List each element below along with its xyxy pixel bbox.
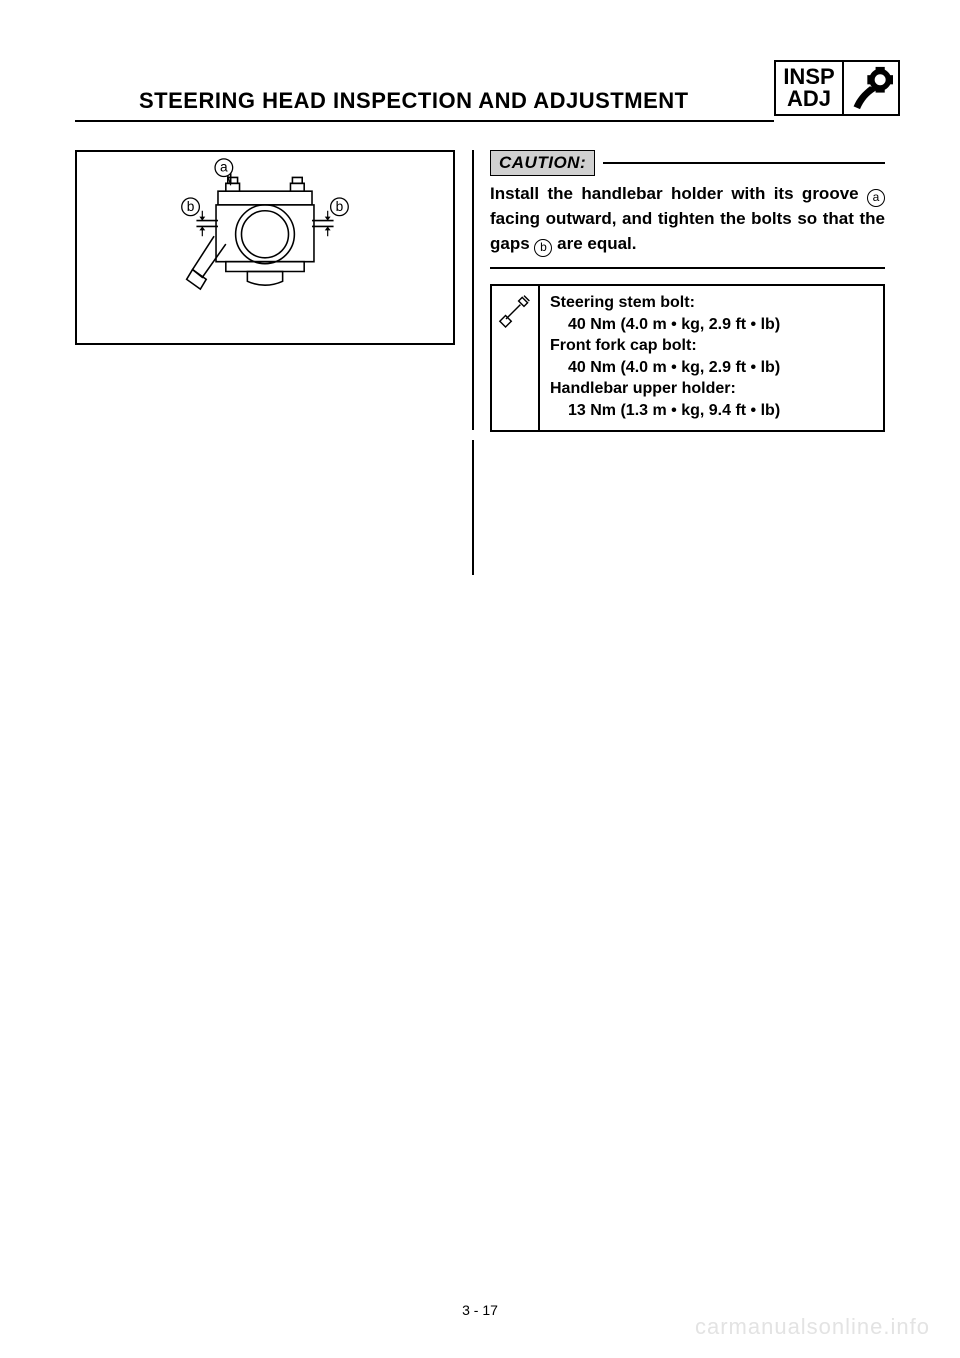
caution-text: Install the handlebar holder with its gr… <box>490 182 885 257</box>
torque-spec-list: Steering stem bolt: 40 Nm (4.0 m • kg, 2… <box>540 286 883 430</box>
caution-text-3: are equal. <box>552 234 636 253</box>
manual-page: STEERING HEAD INSPECTION AND ADJUSTMENT … <box>0 0 960 1358</box>
page-header: STEERING HEAD INSPECTION AND ADJUSTMENT … <box>75 60 900 118</box>
callout-b-right: b <box>336 199 344 214</box>
handlebar-holder-diagram: a b b <box>75 150 455 345</box>
caution-heading-row: CAUTION: <box>490 150 885 176</box>
torque-item-3-label: Handlebar upper holder: <box>550 380 736 397</box>
caution-text-1: Install the handlebar holder with its gr… <box>490 184 867 203</box>
badge-line1: INSP <box>783 66 834 88</box>
torque-item-1-value: 40 Nm (4.0 m • kg, 2.9 ft • lb) <box>550 314 875 336</box>
column-divider-upper <box>472 150 474 430</box>
ref-circle-a: a <box>867 189 885 207</box>
ref-circle-b: b <box>534 239 552 257</box>
column-divider-lower <box>472 440 474 575</box>
badge-line2: ADJ <box>787 88 831 110</box>
header-badges: INSP ADJ <box>774 60 900 116</box>
header-rule <box>75 120 774 122</box>
torque-item-2-label: Front fork cap bolt: <box>550 337 697 354</box>
torque-item-2-value: 40 Nm (4.0 m • kg, 2.9 ft • lb) <box>550 357 875 379</box>
callout-b-left: b <box>187 199 195 214</box>
section-title: STEERING HEAD INSPECTION AND ADJUSTMENT <box>139 88 689 114</box>
torque-item-1-label: Steering stem bolt: <box>550 294 695 311</box>
right-column: CAUTION: Install the handlebar holder wi… <box>490 150 885 269</box>
torque-item-3-value: 13 Nm (1.3 m • kg, 9.4 ft • lb) <box>550 400 875 422</box>
wrench-gear-icon <box>844 60 900 116</box>
insp-adj-badge: INSP ADJ <box>774 60 844 116</box>
torque-wrench-icon <box>492 286 540 430</box>
caution-bottom-rule <box>490 267 885 269</box>
watermark: carmanualsonline.info <box>695 1314 930 1340</box>
callout-a: a <box>220 160 228 175</box>
caution-label: CAUTION: <box>490 150 595 176</box>
caution-rule <box>603 162 885 164</box>
torque-spec-box: Steering stem bolt: 40 Nm (4.0 m • kg, 2… <box>490 284 885 432</box>
